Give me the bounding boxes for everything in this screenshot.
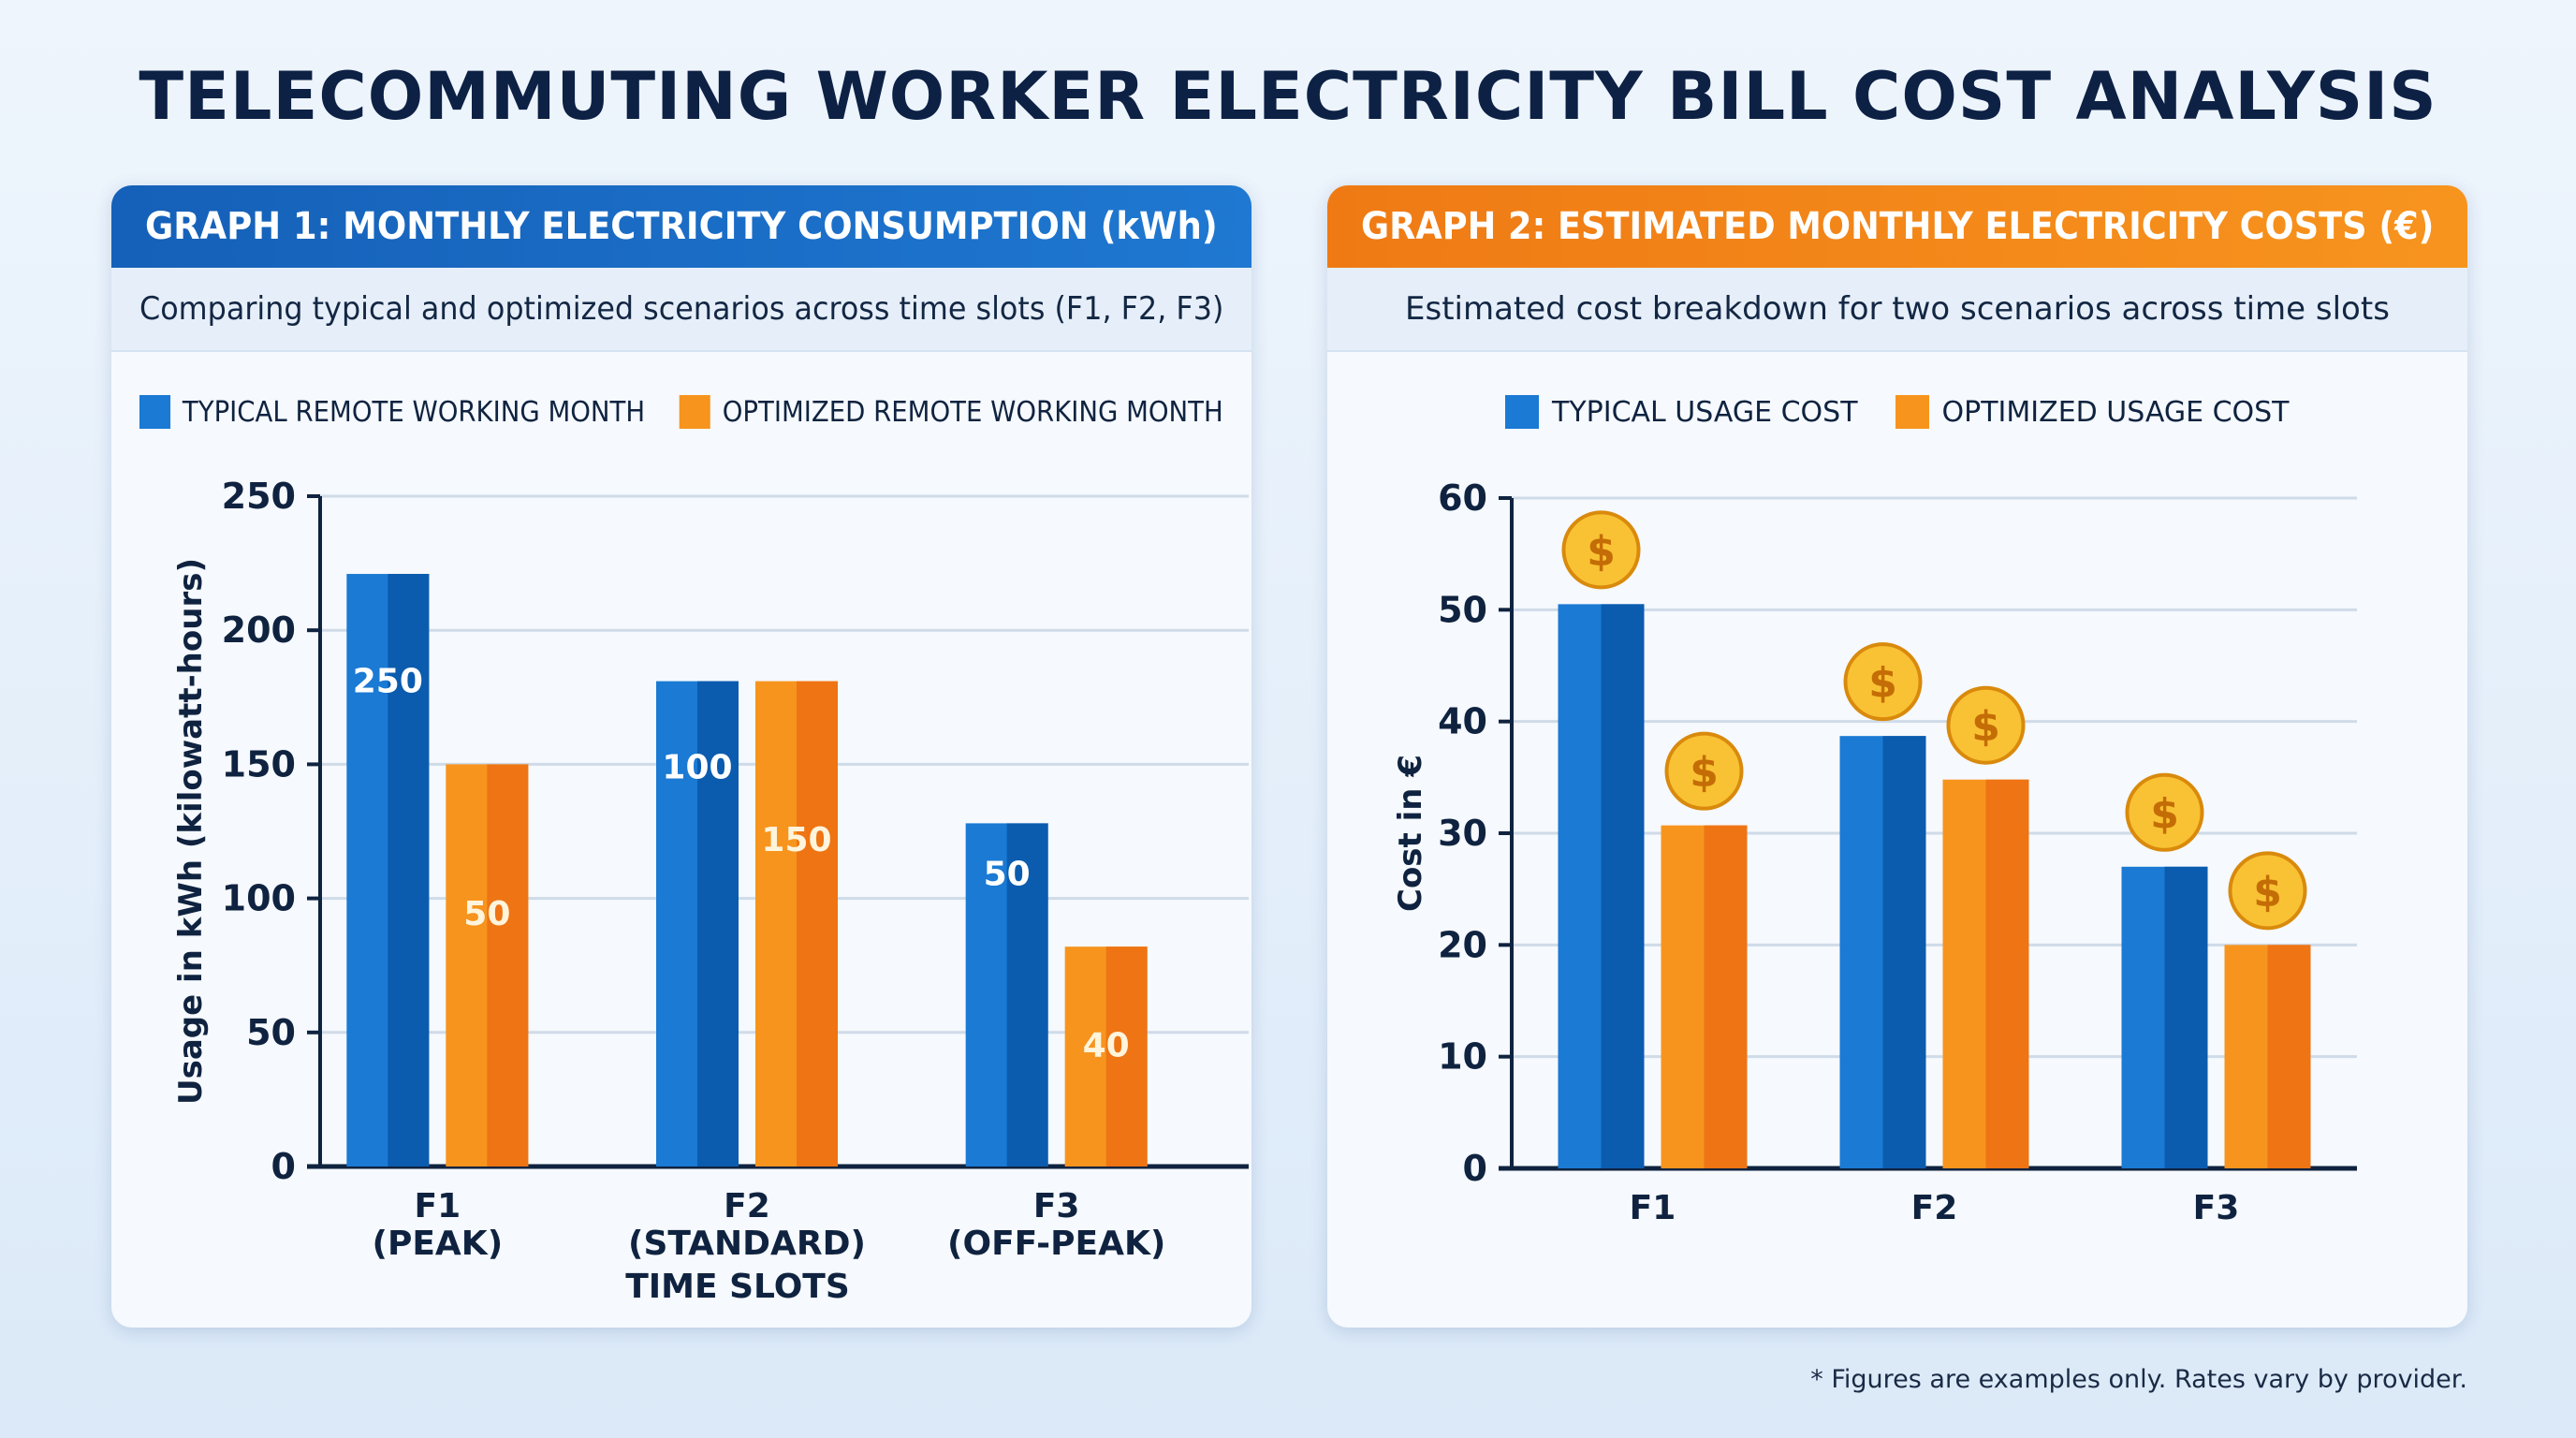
graph-2-legend-items: TYPICAL USAGE COST OPTIMIZED USAGE COST <box>1505 395 2290 429</box>
legend-label: TYPICAL USAGE COST <box>1552 395 1858 429</box>
graph-1-header-bar: GRAPH 1: MONTHLY ELECTRICITY CONSUMPTION… <box>111 185 1251 268</box>
coin-icon <box>1664 731 1744 811</box>
graph-2-subtitle: Estimated cost breakdown for two scenari… <box>1405 290 2390 328</box>
coin-icon <box>2228 851 2307 931</box>
y-tick-label: 20 <box>1438 924 1487 965</box>
dollar-icon: $ <box>1868 659 1897 707</box>
bar-shade <box>1105 946 1148 1167</box>
dollar-icon: $ <box>1690 749 1719 797</box>
bar-data-label: 50 <box>463 895 510 933</box>
y-tick-label: 200 <box>222 609 296 651</box>
bar-shade <box>697 681 739 1167</box>
bar-data-label: 50 <box>984 855 1031 893</box>
page-title: TELECOMMUTING WORKER ELECTRICITY BILL CO… <box>139 58 2437 135</box>
x-tick-label: F2 <box>724 1187 770 1225</box>
coin-icon <box>1561 510 1641 590</box>
x-tick-label: (OFF-PEAK) <box>947 1225 1165 1263</box>
bar-shade <box>388 574 430 1167</box>
graph-1-legend: TYPICAL REMOTE WORKING MONTH OPTIMIZED R… <box>139 395 1223 436</box>
bar-data-label: 40 <box>1083 1027 1130 1065</box>
graph-1-chart: 0 50 100 150 200 250 Usage in kWh (kilowatt-ho… <box>172 476 1249 1306</box>
bar-data-label: 150 <box>761 821 831 859</box>
legend-label: TYPICAL REMOTE WORKING MONTH <box>182 395 646 429</box>
graph-2-subtitle-bar: Estimated cost breakdown for two scenari… <box>1327 268 2467 352</box>
dollar-icon: $ <box>2150 790 2179 838</box>
bar-shade <box>487 764 529 1167</box>
graph-2-panel: GRAPH 2: ESTIMATED MONTHLY ELECTRICITY C… <box>1327 185 2467 1328</box>
legend-item-typical: TYPICAL REMOTE WORKING MONTH <box>139 395 645 429</box>
x-tick-label: F3 <box>1033 1187 1080 1225</box>
y-tick-label: 50 <box>246 1012 296 1053</box>
graph-1-subtitle: Comparing typical and optimized scenario… <box>139 290 1224 328</box>
legend-swatch <box>1895 395 1929 429</box>
bar-shade <box>1882 736 1926 1168</box>
y-tick-label: 0 <box>1463 1148 1487 1189</box>
graph-2-chart: 0 10 20 30 40 50 60 Cost in € $ $ F1 $ $ F2 $ $ F3 <box>1392 477 2357 1227</box>
graph-1-legend-items: TYPICAL REMOTE WORKING MONTH OPTIMIZED R… <box>139 395 1223 429</box>
y-tick-label: 50 <box>1438 589 1487 630</box>
coin-icon <box>1843 642 1923 722</box>
legend-item-optimized: OPTIMIZED USAGE COST <box>1895 395 2290 429</box>
dollar-icon: $ <box>1971 703 2000 751</box>
y-tick-label: 250 <box>222 476 296 517</box>
footnote: * Figures are examples only. Rates vary … <box>1810 1365 2467 1394</box>
bar-shade <box>2267 945 2311 1168</box>
bar-shade <box>1601 604 1645 1168</box>
coin-icon <box>2125 772 2204 852</box>
x-tick-label: F2 <box>1911 1189 1958 1227</box>
dollar-icon: $ <box>1587 527 1616 575</box>
legend-label: OPTIMIZED REMOTE WORKING MONTH <box>722 395 1223 429</box>
bar-data-label: 250 <box>353 663 423 701</box>
bar-shade <box>1006 823 1048 1167</box>
legend-swatch <box>139 395 171 429</box>
x-tick-label: F3 <box>2193 1189 2240 1227</box>
bar-shade <box>797 681 838 1167</box>
bar-shade <box>1985 779 2029 1168</box>
x-axis-label: TIME SLOTS <box>625 1268 850 1306</box>
graph-1-header: GRAPH 1: MONTHLY ELECTRICITY CONSUMPTION… <box>145 205 1218 248</box>
graph-2-header-bar: GRAPH 2: ESTIMATED MONTHLY ELECTRICITY C… <box>1327 185 2467 268</box>
x-tick-label: F1 <box>1630 1189 1676 1227</box>
bar-shade <box>1704 825 1748 1168</box>
x-tick-label: (STANDARD) <box>628 1225 866 1263</box>
y-tick-label: 0 <box>271 1146 296 1187</box>
dollar-icon: $ <box>2253 868 2282 916</box>
legend-item-optimized: OPTIMIZED REMOTE WORKING MONTH <box>679 395 1223 429</box>
y-tick-label: 30 <box>1438 813 1487 854</box>
coin-icon <box>1946 685 2026 765</box>
graph-1-subtitle-bar: Comparing typical and optimized scenario… <box>111 268 1251 352</box>
graph-2-legend: TYPICAL USAGE COST OPTIMIZED USAGE COST <box>1355 395 2439 436</box>
y-tick-label: 40 <box>1438 701 1487 742</box>
y-axis-label: Cost in € <box>1392 755 1429 912</box>
graph-2-header: GRAPH 2: ESTIMATED MONTHLY ELECTRICITY C… <box>1361 205 2435 248</box>
y-tick-label: 10 <box>1438 1036 1487 1078</box>
y-axis-label: Usage in kWh (kilowatt-hours) <box>172 558 210 1105</box>
legend-swatch <box>679 395 710 429</box>
y-tick-label: 60 <box>1438 477 1487 519</box>
y-tick-label: 100 <box>222 878 296 919</box>
x-tick-label: (PEAK) <box>373 1225 504 1263</box>
bar-shade <box>2164 866 2208 1168</box>
legend-swatch <box>1505 395 1539 429</box>
legend-label: OPTIMIZED USAGE COST <box>1941 395 2290 429</box>
x-tick-label: F1 <box>415 1187 461 1225</box>
bar-data-label: 100 <box>662 748 732 786</box>
y-tick-label: 150 <box>222 743 296 785</box>
legend-item-typical: TYPICAL USAGE COST <box>1505 395 1858 429</box>
graph-1-panel: GRAPH 1: MONTHLY ELECTRICITY CONSUMPTION… <box>111 185 1251 1328</box>
